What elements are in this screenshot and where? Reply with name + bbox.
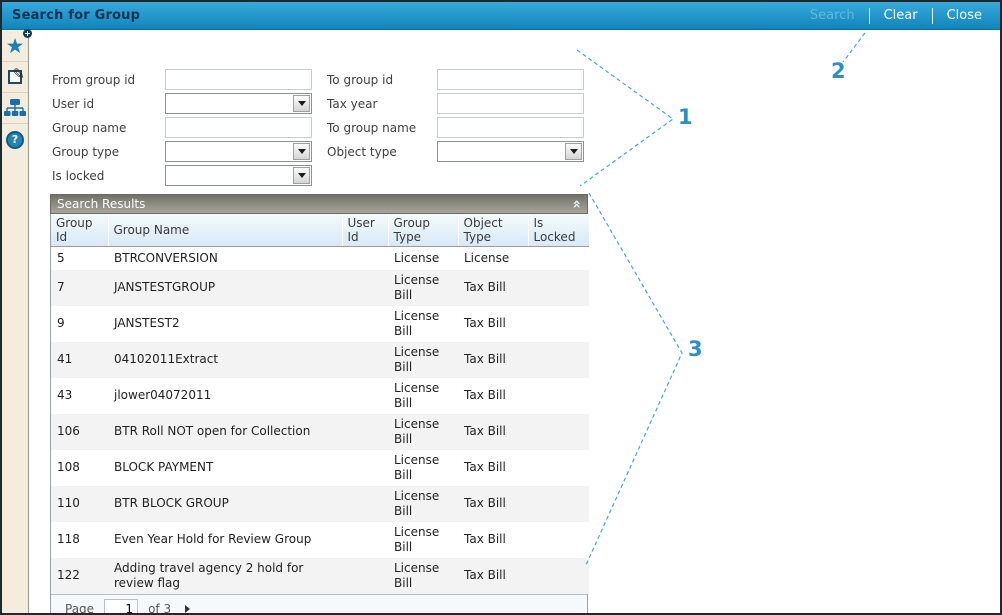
callout-1: 1 bbox=[678, 105, 693, 129]
to-group-name-label: To group name bbox=[327, 121, 417, 135]
to-group-id-input[interactable] bbox=[437, 69, 584, 90]
table-row[interactable]: 110 BTR BLOCK GROUP License Bill Tax Bill bbox=[51, 485, 589, 522]
column-header-group-type[interactable]: Group Type bbox=[388, 214, 459, 247]
search-results-title: Search Results bbox=[57, 197, 146, 211]
group-name-input[interactable] bbox=[165, 117, 312, 138]
table-row[interactable]: 122 Adding travel agency 2 hold for revie… bbox=[51, 557, 589, 594]
page-number-input[interactable] bbox=[104, 599, 139, 613]
column-header-object-type[interactable]: Object Type bbox=[458, 214, 529, 247]
callout-3: 3 bbox=[688, 337, 703, 361]
close-button[interactable]: Close bbox=[946, 8, 982, 23]
table-row[interactable]: 43 jlower04072011 License Bill Tax Bill bbox=[51, 377, 589, 414]
pagination-bar: Page of 3 bbox=[51, 593, 587, 615]
title-bar: Search for Group Search Clear Close bbox=[2, 2, 1000, 30]
hierarchy-icon[interactable] bbox=[2, 93, 28, 124]
page-label: Page bbox=[65, 601, 95, 615]
page-count-label: of 3 bbox=[148, 601, 172, 615]
help-icon[interactable]: ? bbox=[2, 124, 28, 155]
object-type-select[interactable] bbox=[437, 141, 584, 162]
table-row[interactable]: 108 BLOCK PAYMENT License Bill Tax Bill bbox=[51, 449, 589, 486]
table-row[interactable]: 41 04102011Extract License Bill Tax Bill bbox=[51, 341, 589, 378]
search-results-body: Group Id Group Name User Id Group Type O… bbox=[50, 214, 589, 615]
object-type-label: Object type bbox=[327, 145, 397, 159]
favorite-star-icon[interactable]: ★ + bbox=[2, 29, 32, 62]
tax-year-input[interactable] bbox=[437, 93, 584, 114]
tax-year-label: Tax year bbox=[327, 97, 378, 111]
collapse-chevron-icon[interactable]: « bbox=[568, 199, 585, 209]
dropdown-arrow-icon bbox=[293, 167, 310, 184]
sidebar-toolbar: ★ + ✎ ? bbox=[2, 29, 32, 613]
next-page-icon[interactable] bbox=[185, 604, 191, 613]
column-header-is-locked[interactable]: Is Locked bbox=[528, 214, 589, 247]
user-id-select[interactable] bbox=[165, 93, 312, 114]
titlebar-separator bbox=[868, 7, 870, 24]
results-header-row: Group Id Group Name User Id Group Type O… bbox=[51, 214, 589, 247]
dropdown-arrow-icon bbox=[565, 143, 582, 160]
callout-2: 2 bbox=[831, 59, 846, 83]
search-results-header: Search Results « bbox=[50, 194, 588, 214]
group-type-label: Group type bbox=[52, 145, 120, 159]
titlebar-actions: Search Clear Close bbox=[806, 7, 1000, 24]
is-locked-label: Is locked bbox=[52, 169, 105, 183]
group-type-select[interactable] bbox=[165, 141, 312, 162]
to-group-id-label: To group id bbox=[327, 73, 394, 87]
window-title: Search for Group bbox=[12, 8, 141, 23]
table-row[interactable]: 9 JANSTEST2 License Bill Tax Bill bbox=[51, 305, 589, 342]
column-header-group-id[interactable]: Group Id bbox=[51, 214, 109, 247]
group-name-label: Group name bbox=[52, 121, 127, 135]
table-row[interactable]: 5 BTRCONVERSION License License bbox=[51, 246, 589, 270]
clear-button[interactable]: Clear bbox=[883, 8, 918, 23]
search-button[interactable]: Search bbox=[809, 8, 855, 23]
dropdown-arrow-icon bbox=[293, 95, 310, 112]
star-plus-badge: + bbox=[23, 29, 32, 38]
table-row[interactable]: 7 JANSTESTGROUP License Bill Tax Bill bbox=[51, 269, 589, 306]
pencil-icon: ✎ bbox=[12, 65, 25, 83]
table-row[interactable]: 106 BTR Roll NOT open for Collection Lice… bbox=[51, 413, 589, 450]
from-group-id-input[interactable] bbox=[165, 69, 312, 90]
titlebar-separator bbox=[931, 7, 933, 24]
column-header-group-name[interactable]: Group Name bbox=[108, 214, 343, 247]
table-row[interactable]: 118 Even Year Hold for Review Group Licen… bbox=[51, 521, 589, 558]
is-locked-select[interactable] bbox=[165, 165, 312, 186]
dropdown-arrow-icon bbox=[293, 143, 310, 160]
results-table: Group Id Group Name User Id Group Type O… bbox=[51, 214, 589, 594]
to-group-name-input[interactable] bbox=[437, 117, 584, 138]
edit-icon[interactable]: ✎ bbox=[2, 62, 28, 93]
user-id-label: User id bbox=[52, 97, 95, 111]
from-group-id-label: From group id bbox=[52, 73, 136, 87]
column-header-user-id[interactable]: User Id bbox=[342, 214, 389, 247]
search-results-panel: Search Results « Group Id Group Name Use… bbox=[50, 194, 589, 615]
